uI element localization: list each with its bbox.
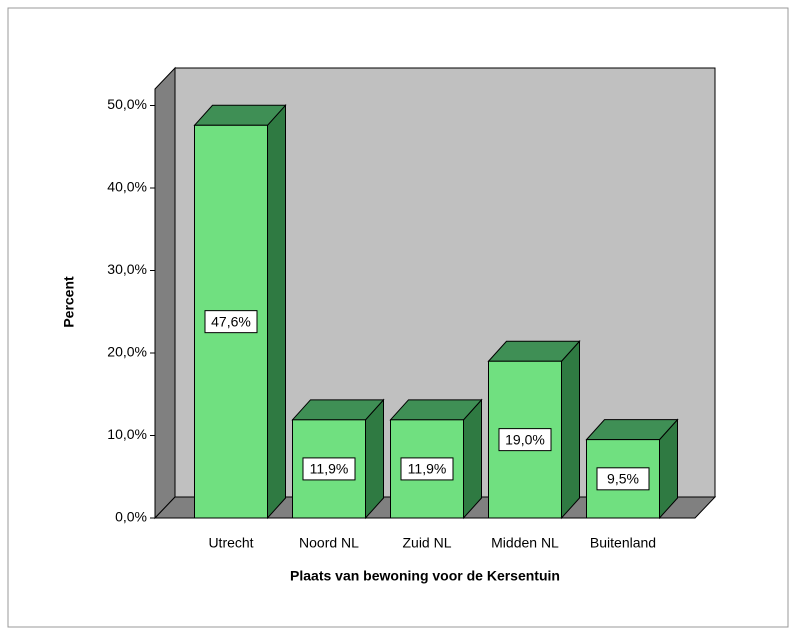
x-axis-title: Plaats van bewoning voor de Kersentuin	[290, 568, 560, 584]
x-tick-label: Midden NL	[491, 535, 559, 551]
y-tick-label: 0,0%	[115, 509, 147, 525]
y-tick-label: 50,0%	[107, 96, 147, 112]
value-label: 11,9%	[310, 461, 349, 477]
value-label-box	[302, 457, 356, 481]
bar-side	[267, 103, 286, 520]
x-tick-label: Buitenland	[590, 535, 656, 551]
value-label: 47,6%	[211, 313, 251, 329]
y-tick-label: 10,0%	[107, 426, 147, 442]
y-axis-title: Percent	[61, 276, 77, 328]
value-label-box	[204, 310, 258, 334]
value-label: 9,5%	[607, 471, 639, 487]
value-label-box	[596, 467, 650, 491]
y-tick-label: 30,0%	[107, 261, 147, 277]
bar-side	[561, 339, 580, 520]
value-label-box	[498, 428, 552, 452]
x-tick-label: Noord NL	[299, 535, 359, 551]
y-tick-label: 40,0%	[107, 179, 147, 195]
value-label-box	[400, 457, 454, 481]
x-tick-label: Utrecht	[208, 535, 253, 551]
value-label: 19,0%	[505, 431, 545, 447]
x-tick-label: Zuid NL	[402, 535, 451, 551]
side-wall	[154, 66, 176, 520]
value-label: 11,9%	[408, 461, 447, 477]
y-tick-label: 20,0%	[107, 344, 147, 360]
